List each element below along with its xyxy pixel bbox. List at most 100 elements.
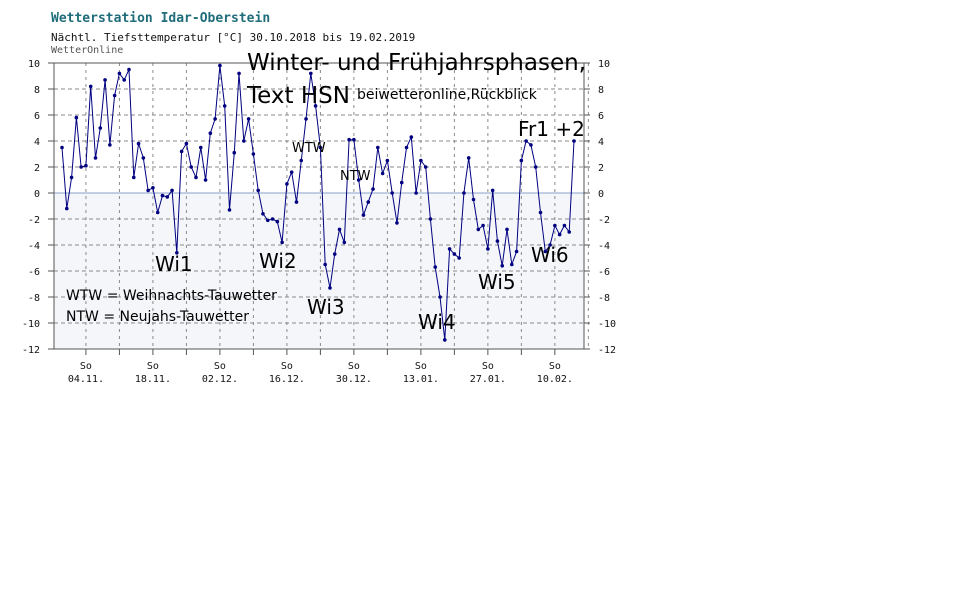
data-point [395, 221, 399, 225]
data-point [74, 115, 79, 120]
data-point [194, 175, 198, 180]
data-point [165, 195, 170, 199]
data-point [256, 188, 260, 193]
data-point [184, 141, 189, 146]
data-point [443, 338, 447, 342]
x-tick-date-label: 10.02. [537, 374, 573, 385]
data-point [88, 84, 93, 89]
data-point [251, 152, 256, 156]
y-tick-label-right: -10 [598, 319, 616, 330]
data-point [548, 243, 552, 247]
data-point [423, 165, 428, 169]
y-tick-label-right: 8 [598, 85, 604, 96]
data-point [419, 158, 423, 163]
y-tick-label-left: -12 [22, 345, 40, 356]
annotation-wtw: WTW [292, 141, 326, 156]
annotation-wi5: Wi5 [478, 270, 516, 294]
y-tick-label-right: 0 [598, 189, 604, 200]
y-tick-label-left: -2 [28, 215, 40, 226]
y-tick-label-right: 6 [598, 111, 604, 122]
grid-lines [54, 63, 589, 349]
data-point [438, 295, 442, 299]
x-tick-date-label: 30.12. [336, 374, 372, 385]
tick-labels: 10 10 8 8 6 6 4 4 2 2 0 0 -2 -2 -4 -4 -6 -6 -8 -8 -10 -10 -12 -… [22, 59, 616, 385]
x-tick-date-label: 16.12. [269, 374, 305, 385]
data-point [84, 163, 88, 168]
y-tick-label-right: -6 [598, 267, 610, 278]
x-tick-day-label: So [549, 361, 561, 372]
data-point [409, 135, 414, 139]
data-point [404, 145, 409, 150]
y-tick-label-left: 10 [28, 59, 40, 70]
y-tick-label-right: -4 [598, 241, 610, 252]
data-point [285, 182, 289, 186]
x-tick-date-label: 18.11. [135, 374, 171, 385]
data-point [117, 71, 122, 76]
y-tick-label-left: 4 [34, 137, 40, 148]
data-point [246, 117, 251, 121]
data-point [275, 219, 280, 224]
data-point [342, 240, 347, 245]
data-point [457, 256, 461, 260]
data-point [141, 156, 146, 160]
data-point [328, 286, 332, 290]
data-point [127, 67, 131, 72]
y-tick-label-left: 6 [34, 111, 40, 122]
y-tick-label-left: -10 [22, 319, 40, 330]
x-tick-date-label: 13.01. [403, 374, 439, 385]
annotation-wi2: Wi2 [259, 249, 297, 273]
data-point [481, 223, 485, 228]
legend-ntw: NTW = Neujahs-Tauwetter [66, 309, 249, 325]
data-point [572, 139, 576, 143]
data-point [385, 158, 390, 163]
x-tick-day-label: So [147, 361, 159, 372]
x-tick-date-label: 27.01. [470, 374, 506, 385]
annotations: Winter- und Frühjahrsphasen, Text HSN be… [66, 50, 586, 334]
data-point [366, 200, 371, 204]
data-point [486, 247, 490, 251]
data-point [203, 178, 208, 182]
data-point [299, 158, 304, 163]
data-point [122, 78, 127, 82]
data-point [112, 93, 117, 98]
x-tick-day-label: So [214, 361, 226, 372]
axes [48, 62, 590, 355]
y-tick-label-right: -12 [598, 345, 616, 356]
data-point [265, 218, 270, 223]
annotation-ntw: NTW [340, 169, 371, 184]
data-point [198, 145, 203, 150]
y-tick-label-left: 2 [34, 163, 40, 174]
data-point [562, 223, 567, 228]
data-point [352, 137, 356, 142]
data-point [136, 141, 141, 146]
data-point [213, 117, 217, 121]
data-point [108, 143, 112, 147]
x-tick-date-label: 02.12. [202, 374, 238, 385]
annotation-source: beiwetteronline,Rückblick [357, 87, 538, 103]
data-point [538, 210, 543, 215]
data-point [428, 217, 433, 221]
data-point [500, 264, 505, 268]
data-point [309, 71, 313, 76]
data-point [553, 223, 557, 228]
annotation-wi1: Wi1 [155, 252, 193, 276]
data-point [524, 139, 528, 143]
annotation-title-line1: Winter- und Frühjahrsphasen, [247, 50, 586, 76]
data-point [380, 171, 385, 176]
data-point [170, 188, 174, 193]
data-point [237, 71, 241, 76]
data-point [146, 188, 150, 193]
data-point [131, 175, 136, 180]
data-point [222, 104, 227, 108]
data-point [399, 180, 404, 185]
data-point [60, 145, 64, 150]
x-tick-day-label: So [348, 361, 360, 372]
station-title: Wetterstation Idar-Oberstein [51, 11, 271, 26]
data-point [505, 227, 509, 232]
data-point [567, 230, 572, 234]
data-point [93, 156, 98, 160]
data-point [462, 191, 466, 195]
x-tick-day-label: So [80, 361, 92, 372]
